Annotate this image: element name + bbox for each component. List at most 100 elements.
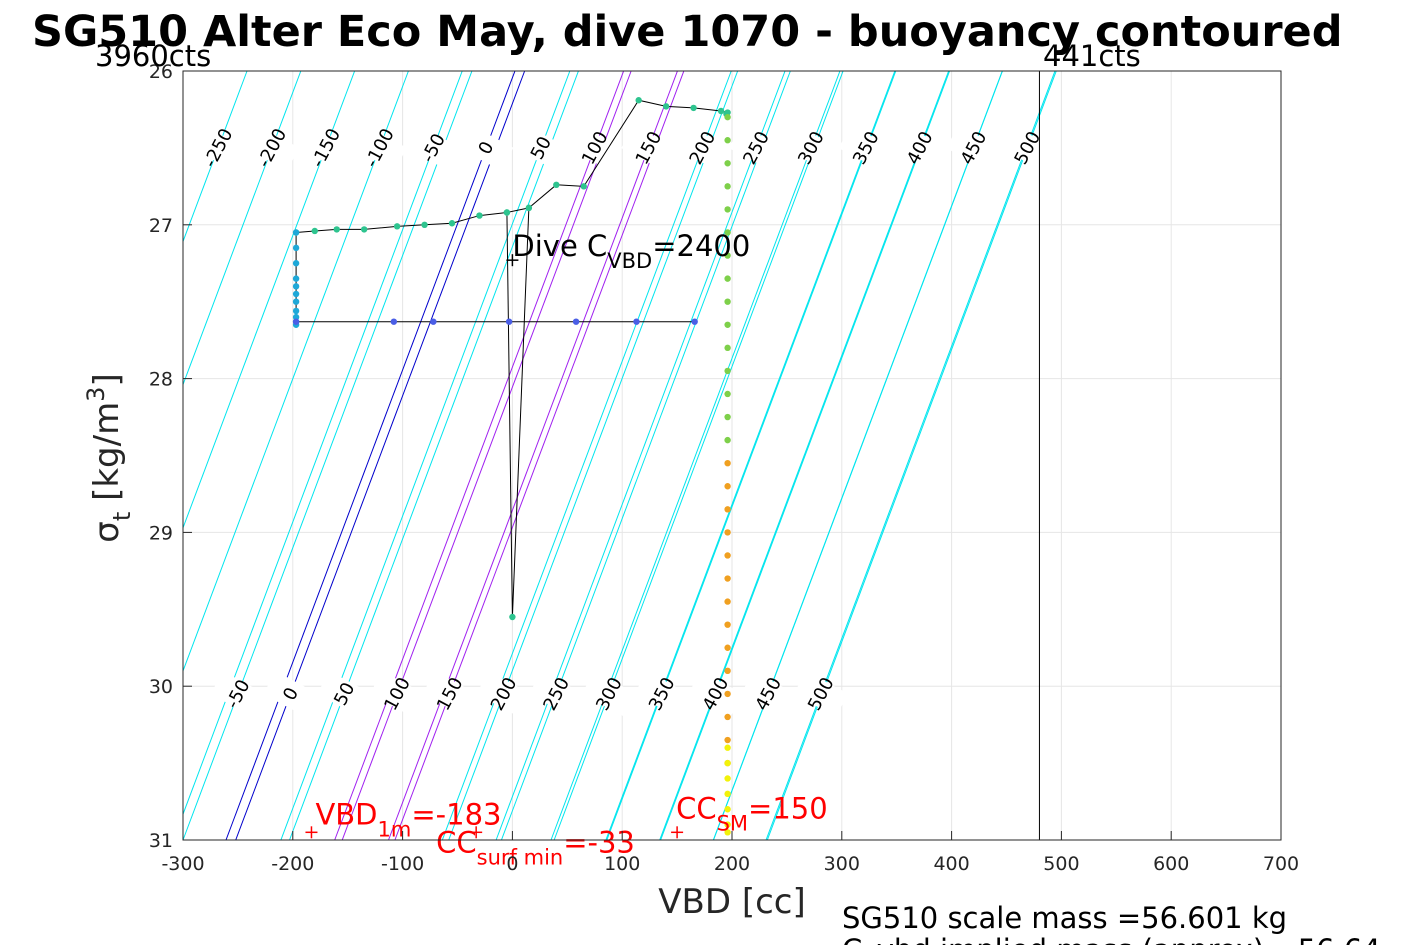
contour-line-top (280, 71, 571, 840)
data-point-column_green (724, 113, 731, 121)
contour-line-bottom (606, 71, 897, 840)
footer-implied-mass: C_vbd implied mass (approx) =56.64 (842, 933, 1381, 945)
data-point-column_orange (724, 667, 731, 675)
contour-line-bottom (765, 71, 1056, 840)
contour-label-bg (1000, 125, 1055, 171)
contour-line-bottom (183, 71, 473, 840)
data-point-column_green (724, 436, 731, 444)
data-point-horizontal_run (292, 318, 300, 325)
data-point-vertical_hold (292, 244, 300, 252)
contour-line-top (183, 71, 409, 673)
chart-title: SG510 Alter Eco May, dive 1070 - buoyanc… (32, 7, 1343, 57)
data-point-column_orange (724, 713, 731, 721)
data-point-column_green (724, 229, 731, 236)
data-point-column_green (724, 183, 731, 190)
contour-line-top (495, 71, 786, 840)
contour-line-top (766, 71, 1057, 840)
data-point-horizontal_run (390, 318, 398, 325)
y-tick-label: 30 (149, 676, 173, 698)
contour-line-top (334, 71, 625, 840)
data-point-dive_descent (393, 223, 401, 230)
x-tick-label: 100 (604, 853, 640, 875)
contour-line-bottom (448, 71, 739, 840)
y-axis-label-units: [kg/m (87, 402, 127, 512)
data-point-horizontal_run (430, 318, 437, 325)
annotation-label-cc_surf_min: CCsurf min=-33 (436, 825, 635, 869)
contour-label-bg (675, 125, 730, 171)
data-point-dive_descent (724, 109, 731, 116)
x-axis-label: VBD [cc] (658, 882, 806, 922)
contour-line-top (225, 71, 516, 840)
footer-scale-mass: SG510 scale mass =56.601 kg (842, 901, 1287, 935)
data-point-column_green (724, 252, 731, 259)
data-point-dive_descent (448, 220, 456, 227)
contour-label-bg (838, 125, 894, 171)
data-point-column_orange (724, 506, 731, 513)
contour-line-top (183, 71, 463, 816)
x-tick-label: 0 (506, 853, 518, 875)
data-point-spike (525, 204, 533, 212)
contour-label-bg (728, 125, 784, 171)
contour-line-bottom (289, 71, 579, 840)
y-axis-label: σt [kg/m3] (82, 373, 136, 542)
y-axis-label-sup: 3 (82, 387, 110, 402)
y-tick-label: 27 (149, 215, 173, 237)
contour-label-bg (263, 671, 318, 717)
data-point-dive_descent (476, 212, 483, 219)
count-label-left: 3960cts (95, 39, 211, 73)
x-tick-label: 700 (1263, 853, 1299, 875)
data-point-dive_descent (553, 181, 560, 189)
y-axis-label-symbol: σ (87, 521, 127, 543)
contour-label-bg (783, 125, 839, 171)
annotation-label-cc_sm: CCSM=150 (676, 791, 828, 835)
data-point-column_orange (724, 529, 731, 536)
contour-label-bg (513, 125, 569, 171)
data-point-column_yellow (724, 775, 731, 782)
contour-line-top (441, 71, 732, 840)
data-point-column_yellow (724, 744, 731, 751)
contour-labels: -250 -200 -150 -100 -50 0 50 100 150 200 250 300 350… (190, 125, 1055, 717)
x-tick-label: 300 (824, 853, 860, 875)
axis-ticks: -300 -200 -100 0 100 200 300 400 500 600 700 26 27 28… (149, 61, 1299, 875)
data-point-spike (503, 209, 511, 216)
data-point-horizontal_run (505, 318, 513, 325)
data-point-column_yellow (724, 790, 731, 798)
contour-label-bg (529, 671, 584, 717)
y-tick-label: 31 (149, 830, 173, 852)
contour-label-bg (740, 671, 796, 717)
count-label-right: 441cts (1043, 39, 1141, 73)
data-point-column_orange (724, 736, 731, 744)
contour-line-top (605, 71, 896, 840)
contour-label-bg (567, 125, 623, 171)
contour-line-bottom (712, 71, 1003, 840)
series-line-dive_descent (296, 99, 729, 233)
contour-label-bg (793, 671, 849, 717)
data-point-dive_descent (421, 221, 428, 228)
data-point-column_orange (724, 575, 731, 582)
contour-line-bottom (500, 71, 791, 840)
contour-line-top (388, 71, 678, 840)
contour-label-bg (422, 671, 478, 717)
data-point-column_orange (724, 483, 731, 490)
data-point-column_yellow (724, 759, 731, 767)
contour-line-bottom (341, 71, 632, 840)
contour-label-bg (298, 125, 354, 171)
data-point-vertical_hold (292, 313, 300, 321)
svg-text:σt [kg/m3]: σt [kg/m3] (82, 373, 136, 542)
data-point-column_orange (724, 552, 731, 559)
data-point-column_green (724, 137, 731, 144)
data-point-dive_descent (311, 227, 318, 235)
data-point-vertical_hold (292, 260, 300, 267)
data-point-column_green (724, 298, 731, 305)
data-point-column_orange (724, 644, 731, 651)
data-point-dive_descent (333, 226, 340, 233)
contour-label-bg (476, 671, 531, 717)
x-tick-label: 400 (933, 853, 969, 875)
contour-line-top (550, 71, 841, 840)
contour-label-bg (369, 671, 425, 717)
contour-label-bg (352, 125, 407, 171)
x-tick-label: 200 (714, 853, 750, 875)
contour-line-bottom (660, 71, 951, 840)
data-point-horizontal_run (691, 318, 698, 325)
